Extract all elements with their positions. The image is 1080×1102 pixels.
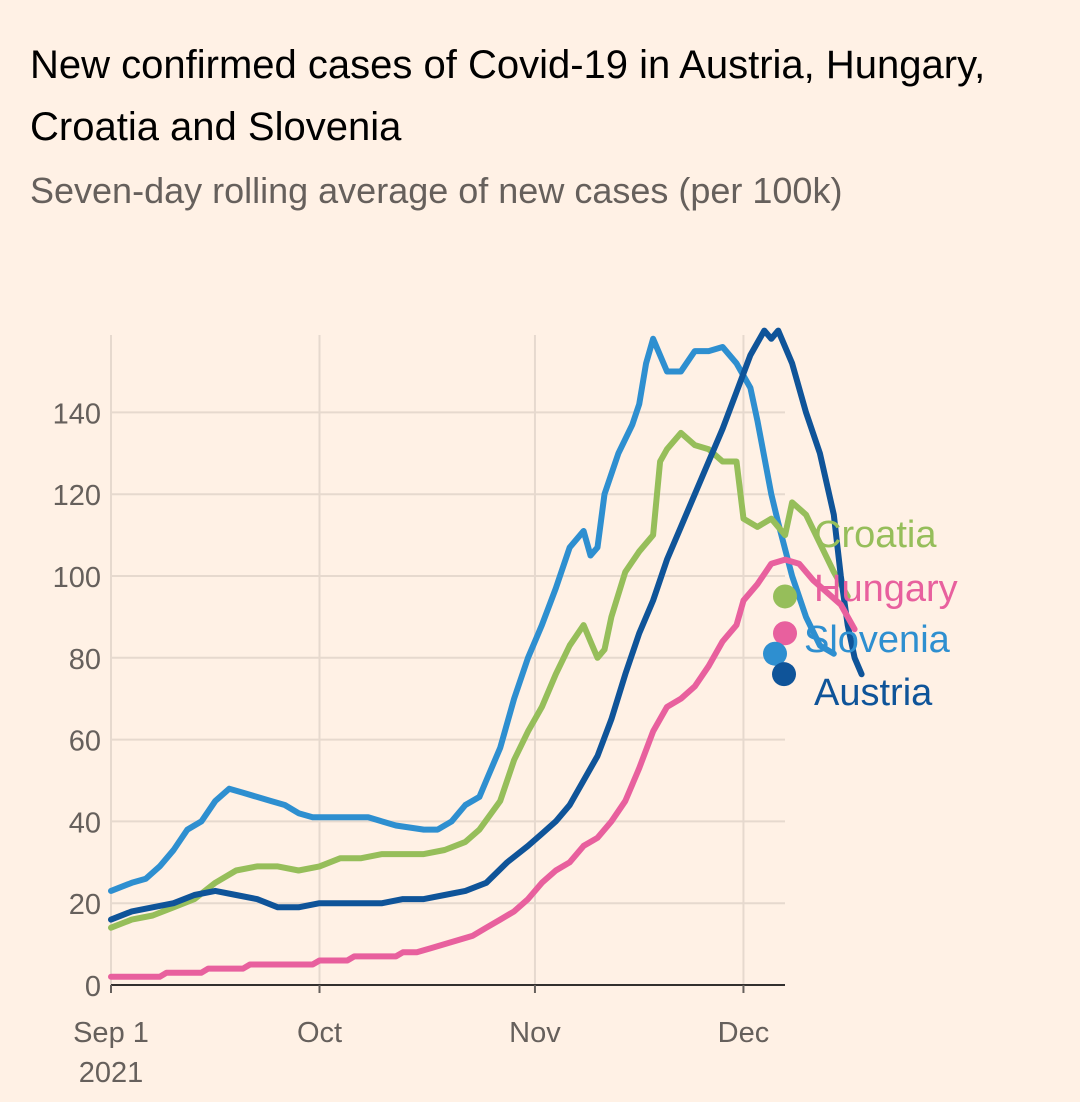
x-tick-label: Dec <box>718 1017 770 1049</box>
series-label-croatia: Croatia <box>814 514 937 556</box>
series-line-austria <box>108 327 865 923</box>
y-tick-label: 40 <box>69 807 101 839</box>
series-label-slovenia: Slovenia <box>804 619 951 661</box>
series-label-austria: Austria <box>814 672 933 714</box>
end-dot-hungary <box>773 621 797 646</box>
chart-title: New confirmed cases of Covid-19 in Austr… <box>30 43 986 149</box>
x-tick-sublabel: 2021 <box>79 1057 144 1089</box>
series-line-hungary <box>108 556 858 980</box>
y-tick-label: 140 <box>53 398 101 430</box>
y-tick-label: 80 <box>69 644 101 676</box>
x-tick-label: Nov <box>509 1017 561 1049</box>
y-tick-label: 20 <box>69 889 101 921</box>
y-tick-label: 0 <box>85 971 101 1003</box>
gridlines <box>110 335 785 986</box>
x-tick-label: Sep 1 <box>73 1017 149 1049</box>
end-dot-austria <box>772 662 796 687</box>
y-tick-label: 100 <box>53 562 101 594</box>
series-label-hungary: Hungary <box>814 568 958 610</box>
y-axis-ticks: 0 20 40 60 80 100 120 140 <box>53 398 101 1003</box>
chart-subtitle: Seven-day rolling average of new cases (… <box>30 170 843 211</box>
series-line-croatia <box>108 429 851 931</box>
series-labels: Croatia Hungary Slovenia Austria <box>763 514 958 714</box>
series-lines <box>108 327 865 980</box>
end-dot-croatia <box>773 584 797 609</box>
end-dot-slovenia <box>763 641 787 666</box>
x-tick-label: Oct <box>297 1017 342 1049</box>
y-tick-label: 60 <box>69 726 101 758</box>
x-axis-ticks: Sep 1 2021 Oct Nov Dec <box>73 985 769 1089</box>
series-line-slovenia <box>108 335 837 894</box>
y-tick-label: 120 <box>53 480 101 512</box>
